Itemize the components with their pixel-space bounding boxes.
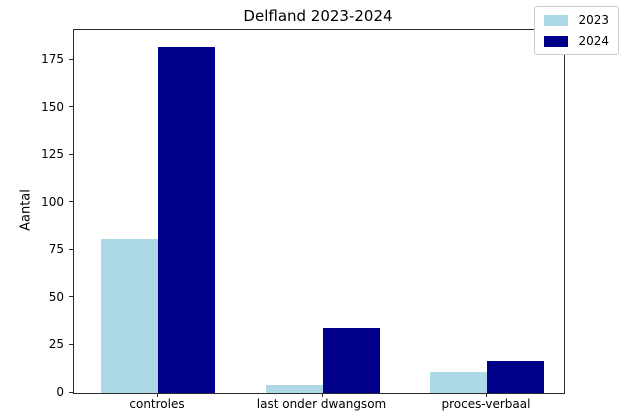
bar-2023-controles [101, 239, 158, 393]
x-tick-mark [321, 393, 323, 397]
bar-2023-proces-verbaal [430, 372, 487, 393]
y-tick-mark [69, 153, 73, 155]
x-tick-label-proces-verbaal: proces-verbaal [441, 397, 531, 411]
y-tick-mark [69, 58, 73, 60]
y-tick-mark [69, 296, 73, 298]
y-tick-label: 25 [48, 337, 64, 352]
bar-2024-last-onder-dwangsom [322, 328, 380, 393]
bar-2024-proces-verbaal [487, 360, 544, 393]
x-tick-mark [486, 393, 487, 397]
y-tick-mark [69, 106, 73, 108]
y-tick-mark [69, 248, 73, 250]
bar-2023-last-onder-dwangsom [265, 385, 323, 393]
y-tick-mark [69, 201, 73, 203]
legend-item-2024: 2024 [544, 34, 609, 48]
legend-item-2023: 2023 [544, 13, 609, 27]
y-tick-label: 175 [41, 52, 64, 67]
y-tick-label: 75 [48, 242, 64, 257]
y-tick-label: 100 [41, 194, 64, 209]
y-tick-label: 150 [41, 99, 64, 114]
chart-title: Delfland 2023-2024 [243, 7, 393, 25]
y-tick-label: 50 [48, 289, 64, 304]
y-tick-label: 125 [41, 147, 64, 162]
legend: 2023 2024 [534, 6, 619, 55]
plot-area [73, 29, 565, 394]
legend-swatch-2023 [544, 14, 568, 26]
y-tick-label: 0 [56, 385, 64, 399]
legend-label-2024: 2024 [578, 34, 609, 48]
x-tick-mark [157, 393, 158, 397]
bar-2024-controles [158, 47, 215, 393]
y-tick-mark [69, 391, 73, 393]
x-tick-label-last-onder-dwangsom: last onder dwangsom [256, 397, 387, 411]
legend-swatch-2024 [544, 35, 568, 47]
y-tick-mark [69, 343, 73, 345]
x-tick-label-controles: controles [129, 397, 185, 411]
legend-label-2023: 2023 [578, 13, 609, 27]
